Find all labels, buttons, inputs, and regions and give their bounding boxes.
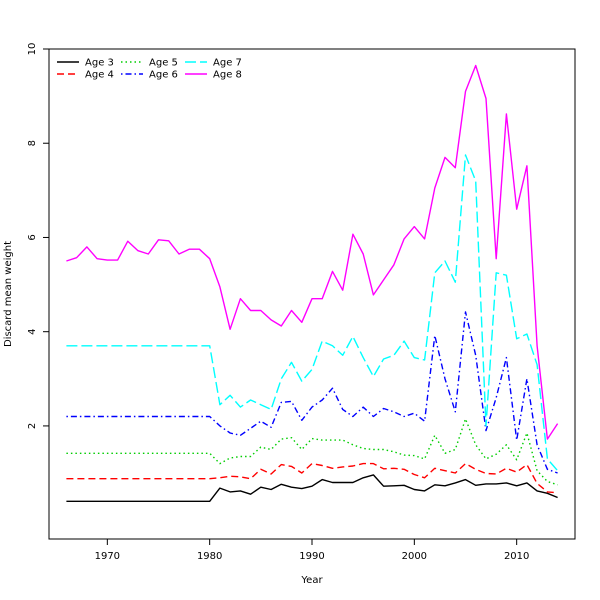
x-tick-label: 1990 (299, 551, 324, 562)
y-tick-label: 6 (27, 234, 38, 240)
x-axis-title: Year (300, 575, 323, 586)
series-line-age-6 (66, 311, 558, 474)
series-line-age-8 (66, 64, 559, 440)
series-line-age-4 (66, 462, 558, 494)
y-axis-title: Discard mean weight (3, 241, 14, 347)
x-tick-label: 1980 (197, 551, 222, 562)
y-tick-label: 4 (27, 329, 38, 335)
legend-label: Age 6 (149, 70, 178, 81)
axes: 1970 1980 1990 2000 2010 2 4 6 8 10 (27, 43, 576, 562)
x-tick-label: 2000 (402, 551, 427, 562)
x-tick-label: 2010 (504, 551, 529, 562)
series-line-age-5 (66, 418, 558, 486)
legend-label: Age 5 (149, 58, 178, 69)
y-tick-label: 2 (27, 423, 38, 429)
series-line-age-3 (66, 474, 558, 502)
y-tick-label: 10 (27, 43, 38, 56)
legend-label: Age 7 (213, 58, 242, 69)
legend-label: Age 8 (213, 70, 242, 81)
plot-frame (48, 48, 576, 540)
legend-label: Age 3 (85, 58, 114, 69)
series-line-age-7 (66, 154, 559, 472)
series-layer (66, 64, 559, 502)
legend-label: Age 4 (85, 70, 114, 81)
x-tick-label: 1970 (95, 551, 120, 562)
y-tick-label: 8 (27, 140, 38, 146)
